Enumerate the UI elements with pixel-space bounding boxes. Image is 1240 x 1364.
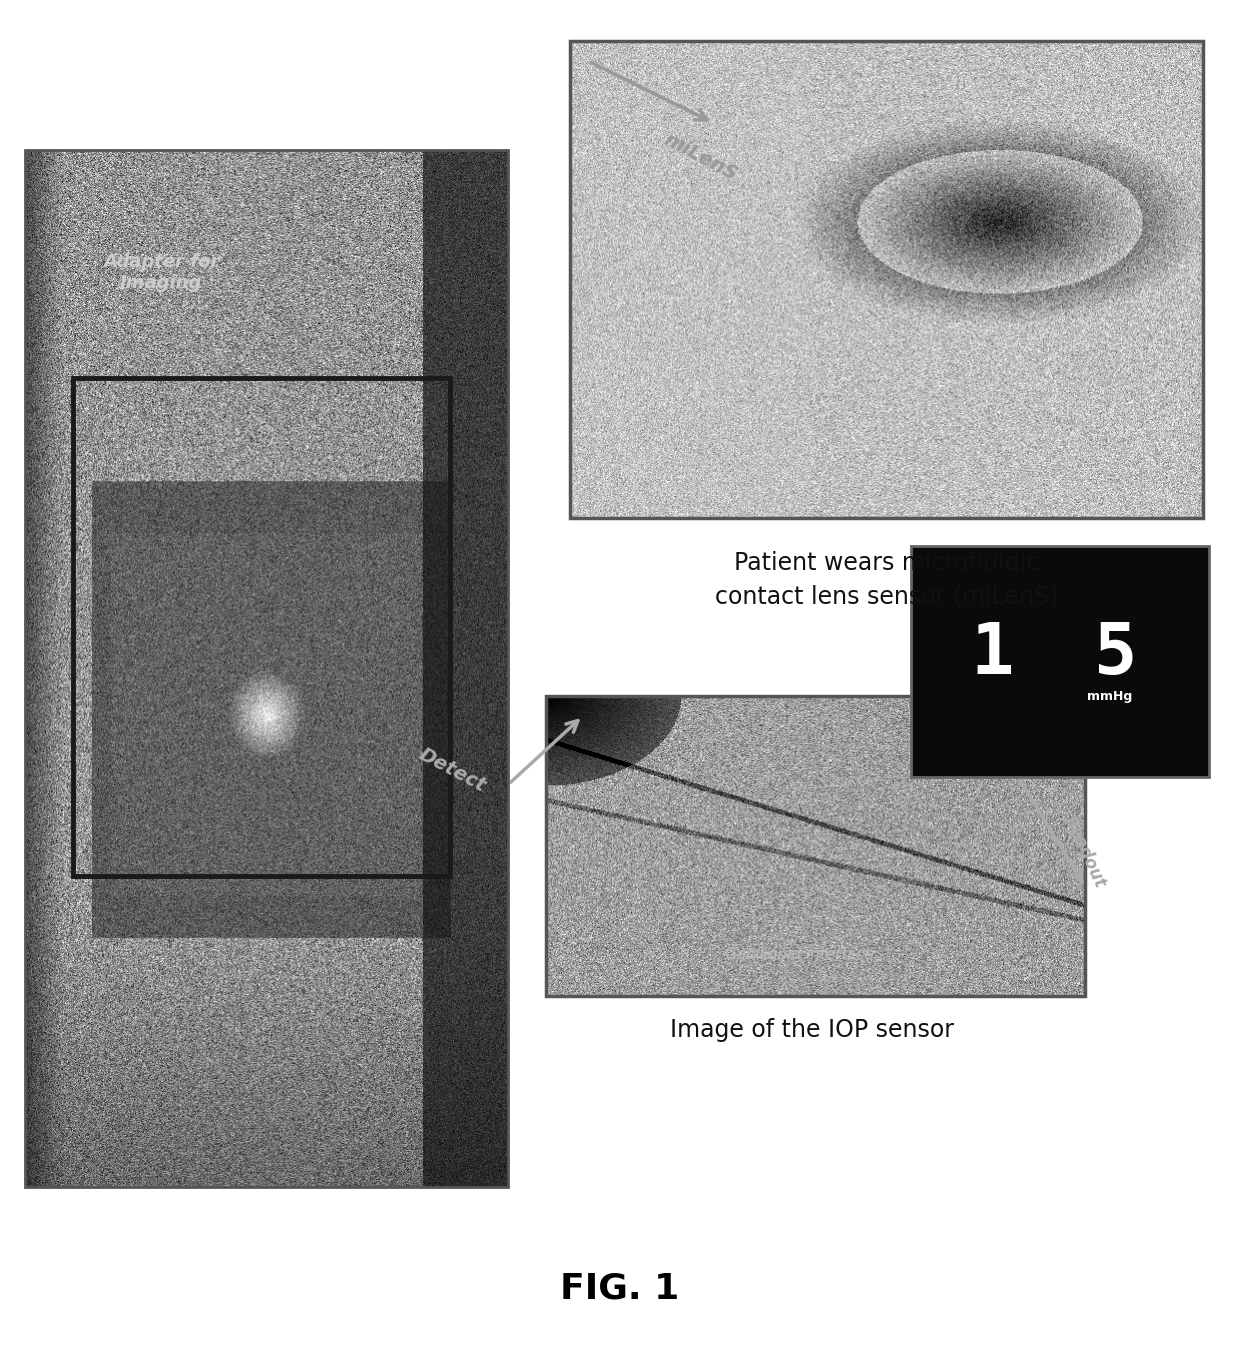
Text: mmHg: mmHg <box>1087 690 1132 702</box>
Text: Gas/liquid interface: Gas/liquid interface <box>725 948 874 962</box>
Bar <box>546 696 1085 996</box>
Text: FIG. 1: FIG. 1 <box>560 1273 680 1305</box>
Text: 1: 1 <box>970 621 1014 689</box>
Text: Adapter for
Imaging: Adapter for Imaging <box>103 254 219 292</box>
Text: 5: 5 <box>1094 621 1138 689</box>
Text: Image of the IOP sensor: Image of the IOP sensor <box>670 1018 955 1042</box>
Text: Readout: Readout <box>1060 813 1110 892</box>
Text: miLenS: miLenS <box>661 130 740 184</box>
Bar <box>73 378 450 876</box>
Bar <box>911 546 1209 777</box>
Text: Detect: Detect <box>415 745 490 797</box>
Bar <box>570 41 1203 518</box>
Text: Patient wears microfluidic
contact lens sensor (miLenS): Patient wears microfluidic contact lens … <box>715 551 1058 608</box>
Bar <box>25 150 508 1187</box>
